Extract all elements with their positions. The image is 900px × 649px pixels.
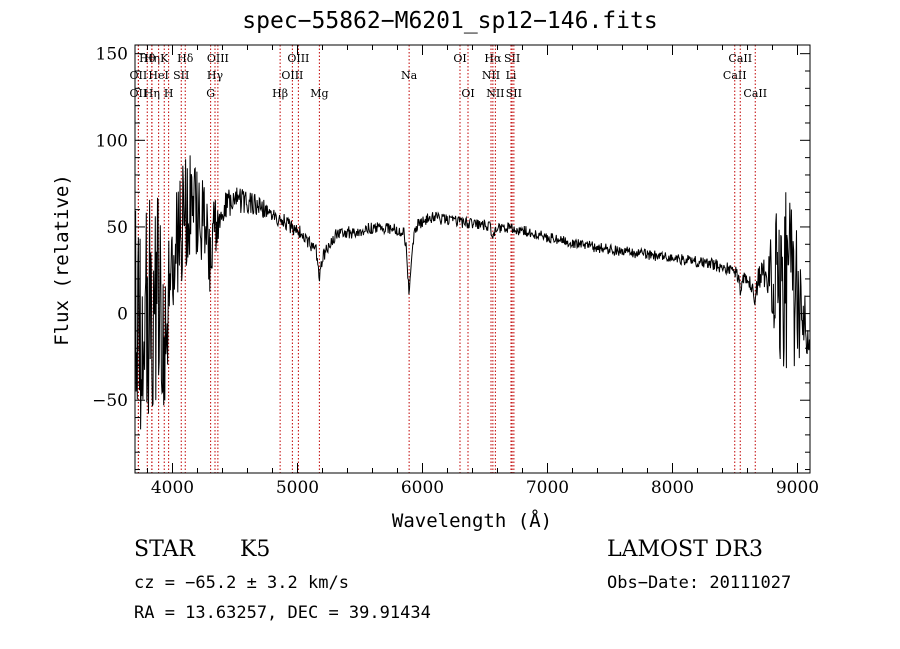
line-label: HeI [148, 69, 168, 82]
obs-date-text: Obs−Date: 20111027 [607, 573, 792, 593]
y-axis-label: Flux (relative) [51, 174, 73, 346]
x-tick-label: 4000 [151, 478, 194, 498]
line-label: SII [504, 52, 520, 65]
chart-title: spec−55862−M6201_sp12−146.fits [242, 8, 658, 34]
line-label: Hβ [272, 87, 288, 100]
y-tick-label: 0 [117, 305, 128, 325]
line-label: CaII [723, 69, 747, 82]
line-label: CaII [743, 87, 767, 100]
line-label: Mg [310, 87, 328, 100]
line-label: Hγ [207, 69, 224, 82]
y-tick-label: 100 [96, 131, 128, 151]
x-tick-label: 6000 [401, 478, 444, 498]
line-label: Hα [484, 52, 502, 65]
x-axis-label: Wavelength (Å) [391, 510, 553, 532]
line-label: OI [453, 52, 466, 65]
subclass-label: K5 [240, 537, 271, 562]
y-tick-label: 50 [106, 218, 128, 238]
x-tick-label: 5000 [276, 478, 319, 498]
line-label: CaII [728, 52, 752, 65]
line-label: OII [130, 69, 148, 82]
line-label: SII [506, 87, 522, 100]
line-label: K [160, 52, 169, 65]
line-label: OIII [207, 52, 229, 65]
line-label: Hθ [139, 52, 156, 65]
survey-label: LAMOST DR3 [607, 537, 763, 562]
y-tick-label: −50 [92, 391, 128, 411]
line-label: OIII [281, 69, 303, 82]
line-label: OIII [287, 52, 309, 65]
line-label: NII [486, 87, 504, 100]
line-label: SII [173, 69, 189, 82]
y-tick-label: 150 [96, 45, 128, 65]
line-label: OII [130, 87, 148, 100]
coordinates-text: RA = 13.63257, DEC = 39.91434 [134, 603, 431, 623]
object-type-label: STAR [134, 537, 195, 562]
plot-frame [134, 44, 811, 474]
line-label: Hη [144, 87, 160, 100]
line-label: Na [401, 69, 418, 82]
line-label: Hη [144, 52, 160, 65]
spectrum-line [135, 155, 810, 430]
line-label: G [206, 87, 215, 100]
x-tick-label: 7000 [526, 478, 569, 498]
line-label: OI [461, 87, 474, 100]
line-label: NII [482, 69, 500, 82]
line-label: Hδ [177, 52, 194, 65]
x-tick-label: 8000 [651, 478, 694, 498]
line-label: Li [506, 69, 517, 82]
x-tick-label: 9000 [776, 478, 819, 498]
redshift-text: cz = −65.2 ± 3.2 km/s [134, 573, 349, 593]
line-label: H [164, 87, 174, 100]
